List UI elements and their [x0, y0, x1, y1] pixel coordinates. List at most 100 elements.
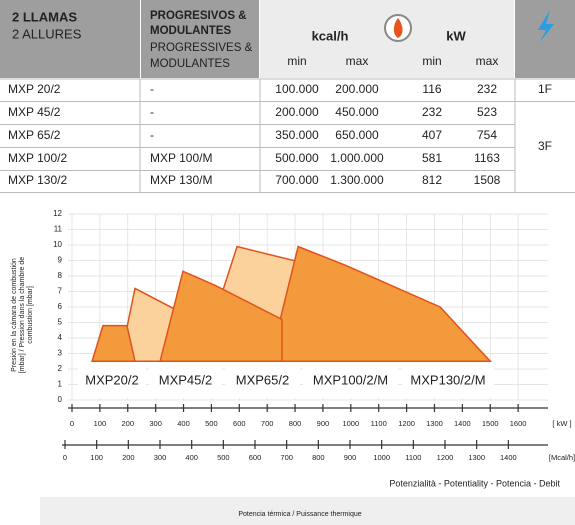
- cell: 200.000: [275, 105, 319, 119]
- x-tick-label: 700: [261, 419, 274, 428]
- x2-tick-label: 1000: [373, 453, 390, 462]
- x2-tick-label: 400: [185, 453, 198, 462]
- header-cell: [515, 0, 575, 78]
- power-icon: [538, 10, 554, 42]
- legend-label: MXP20/2: [85, 372, 138, 387]
- cell: 581: [422, 151, 442, 165]
- cell: MXP 45/2: [8, 105, 61, 119]
- x-axis-title: Potenzialità - Potentiality - Potencia -…: [389, 478, 560, 488]
- legend-label: MXP130/2/M: [410, 372, 485, 387]
- legend-box: [149, 362, 222, 398]
- cell: MXP 100/M: [150, 151, 212, 165]
- x-tick-label: 100: [94, 419, 107, 428]
- header-text: max: [476, 54, 499, 68]
- x2-tick-label: 1100: [405, 453, 421, 462]
- x-tick-label: 1100: [371, 419, 387, 428]
- x2-tick-label: 100: [90, 453, 103, 462]
- x-tick-label: 1400: [454, 419, 471, 428]
- x2-tick-label: 1400: [500, 453, 517, 462]
- x-tick-label: 900: [317, 419, 330, 428]
- x-tick-label: 200: [122, 419, 135, 428]
- legend-box: [78, 362, 146, 398]
- cell: 232: [422, 105, 442, 119]
- header-text: min: [422, 54, 441, 68]
- cell: 1163: [474, 151, 500, 165]
- x-tick-label: 1500: [482, 419, 499, 428]
- header-text: kW: [446, 28, 466, 43]
- y-tick-label: 5: [58, 318, 63, 327]
- cell: 812: [422, 173, 442, 187]
- cell: MXP 130/2: [8, 173, 67, 187]
- flame-icon: [393, 18, 403, 38]
- working-field: [159, 270, 283, 362]
- legend-label: MXP45/2: [159, 372, 212, 387]
- cell: 3F: [538, 139, 552, 153]
- legend-box: [225, 362, 300, 398]
- x-unit: [ kW ]: [552, 419, 571, 428]
- header-cell: [260, 0, 514, 78]
- x2-tick-label: 0: [63, 453, 67, 462]
- working-field: [269, 245, 492, 362]
- x-tick-label: 1200: [398, 419, 415, 428]
- y-tick-label: 2: [58, 364, 63, 373]
- x-tick-label: 300: [149, 419, 162, 428]
- cell: MXP 130/M: [150, 173, 212, 187]
- x-tick-label: 1300: [426, 419, 443, 428]
- header-text: MODULANTES: [150, 25, 231, 37]
- cell: 700.000: [275, 173, 319, 187]
- header-text: 2 ALLURES: [12, 26, 82, 41]
- working-field: [91, 324, 136, 362]
- cell: -: [150, 128, 154, 142]
- cell: 754: [477, 128, 497, 142]
- cell: 523: [477, 105, 497, 119]
- x-tick-label: 0: [70, 419, 74, 428]
- x2-tick-label: 200: [122, 453, 135, 462]
- header-cell: [141, 0, 259, 78]
- y-tick-label: 1: [58, 380, 63, 389]
- cell: 1.000.000: [330, 151, 384, 165]
- header-text: 2 LLAMAS: [12, 9, 77, 24]
- cell: 650.000: [335, 128, 379, 142]
- y-tick-label: 6: [58, 302, 63, 311]
- x2-tick-label: 500: [217, 453, 230, 462]
- cell: -: [150, 105, 154, 119]
- x2-tick-label: 1300: [468, 453, 485, 462]
- header-text: max: [346, 54, 369, 68]
- y-tick-label: 8: [58, 271, 63, 280]
- cell: 407: [422, 128, 442, 142]
- cell: MXP 100/2: [8, 151, 67, 165]
- header-text: PROGRESIVOS &: [150, 10, 247, 22]
- x2-tick-label: 300: [154, 453, 167, 462]
- x2-tick-label: 700: [280, 453, 293, 462]
- cell: 500.000: [275, 151, 319, 165]
- y-tick-label: 10: [53, 240, 62, 249]
- header-text: kcal/h: [312, 28, 349, 43]
- y-tick-label: 11: [54, 225, 63, 234]
- footer-title: Potencia térmica / Puissance thermique: [238, 511, 361, 518]
- y-tick-label: 4: [58, 333, 63, 342]
- header-cell: [0, 0, 140, 78]
- cell: MXP 65/2: [8, 128, 61, 142]
- x-tick-label: 1000: [342, 419, 359, 428]
- x2-tick-label: 600: [249, 453, 262, 462]
- x-tick-label: 800: [289, 419, 302, 428]
- legend-box: [402, 362, 494, 398]
- cell: 116: [422, 82, 441, 96]
- y-axis-title: combustion [mbar]: [27, 286, 34, 344]
- cell: -: [150, 82, 154, 96]
- cell: MXP 20/2: [8, 82, 61, 96]
- header-text: MODULANTES: [150, 58, 230, 70]
- cell: 350.000: [275, 128, 319, 142]
- header-text: PROGRESSIVES &: [150, 42, 253, 54]
- x-tick-label: 500: [205, 419, 218, 428]
- cell: 1508: [474, 173, 501, 187]
- cell: 200.000: [335, 82, 379, 96]
- y-tick-label: 0: [58, 395, 63, 404]
- cell: 450.000: [335, 105, 379, 119]
- x2-tick-label: 800: [312, 453, 325, 462]
- legend-label: MXP65/2: [236, 372, 289, 387]
- cell: 100.000: [275, 82, 319, 96]
- footer-bar: [40, 497, 575, 525]
